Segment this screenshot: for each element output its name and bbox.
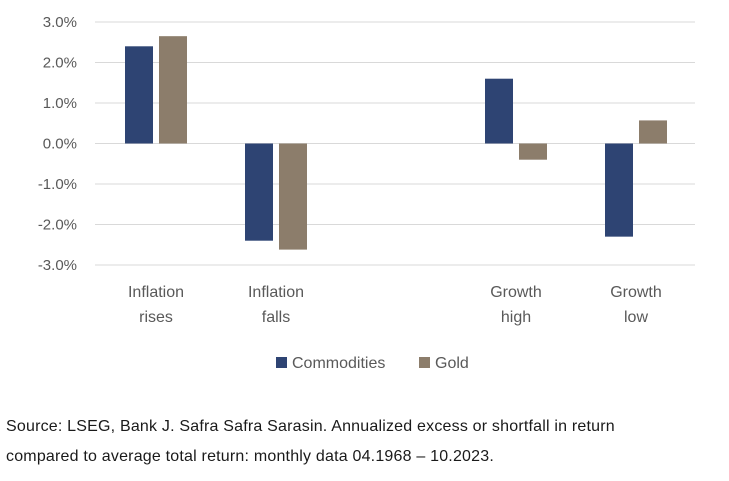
bar-commodities: [485, 78, 513, 144]
legend-label-commodities: Commodities: [292, 355, 385, 372]
category-label: Inflation: [128, 284, 184, 301]
source-line-1: Source: LSEG, Bank J. Safra Safra Sarasi…: [6, 418, 615, 435]
bar-gold: [519, 143, 547, 160]
bar-gold: [159, 36, 187, 144]
category-label: Growth: [490, 284, 542, 301]
source-line-2: compared to average total return: monthl…: [6, 448, 494, 465]
legend-swatch-gold: [419, 357, 430, 368]
category-label: Growth: [610, 284, 662, 301]
category-labels: Inflation rises Inflation falls Growth high Gr…: [128, 284, 662, 326]
y-tick-label: 1.0%: [43, 95, 77, 112]
category-label: Inflation: [248, 284, 304, 301]
bars: [125, 36, 667, 250]
y-tick-label: 3.0%: [43, 14, 77, 31]
y-axis-tick-labels: 3.0% 2.0% 1.0% 0.0% -1.0% -2.0% -3.0%: [38, 14, 77, 274]
y-tick-label: 2.0%: [43, 55, 77, 72]
source-note: Source: LSEG, Bank J. Safra Safra Sarasi…: [6, 412, 726, 472]
legend-swatch-commodities: [276, 357, 287, 368]
legend-label-gold: Gold: [435, 355, 469, 372]
legend: Commodities Gold: [276, 355, 469, 372]
gridlines: [95, 21, 695, 266]
bar-commodities: [245, 143, 273, 241]
bar-gold: [639, 120, 667, 144]
y-tick-label: -3.0%: [38, 257, 77, 274]
y-tick-label: -1.0%: [38, 176, 77, 193]
category-label: rises: [139, 309, 173, 326]
bar-chart: 3.0% 2.0% 1.0% 0.0% -1.0% -2.0% -3.0% Inflatio…: [38, 14, 695, 372]
category-label: low: [624, 309, 648, 326]
y-tick-label: -2.0%: [38, 217, 77, 234]
bar-gold: [279, 143, 307, 250]
bar-commodities: [605, 143, 633, 237]
y-tick-label: 0.0%: [43, 136, 77, 153]
bar-commodities: [125, 46, 153, 144]
category-label: falls: [262, 309, 290, 326]
category-label: high: [501, 309, 531, 326]
